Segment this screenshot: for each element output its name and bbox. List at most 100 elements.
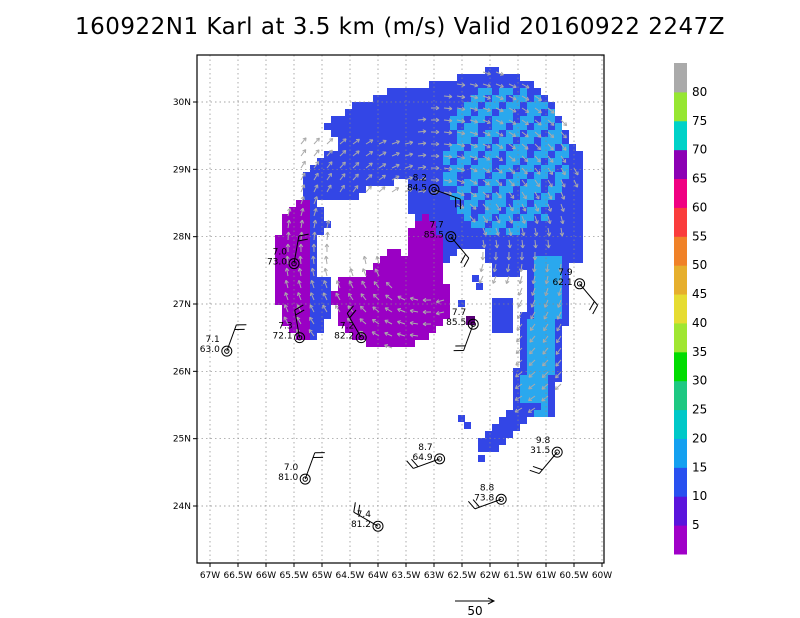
colorbar-swatch <box>674 120 687 151</box>
y-tick-label: 28N <box>173 233 191 243</box>
station-label-bottom: 85.5 <box>446 318 466 328</box>
x-tick-label: 66.5W <box>224 571 253 581</box>
station-label-top: 7.1 <box>205 335 219 345</box>
wind-barb-feather <box>298 233 309 237</box>
station-label-bottom: 82.2 <box>334 332 354 342</box>
wind-barb-feather <box>295 309 305 316</box>
station-label-bottom: 81.0 <box>278 473 298 483</box>
y-tick-label: 29N <box>173 165 191 175</box>
colorbar-label: 75 <box>692 114 707 128</box>
station-ring <box>467 318 479 330</box>
wind-barb-feather <box>346 305 354 314</box>
station-ring <box>221 345 233 357</box>
station-dot <box>498 496 504 502</box>
station-dot <box>576 281 583 287</box>
x-tick-label: 67W <box>200 571 220 581</box>
station-dot <box>554 449 560 455</box>
y-tick-label: 25N <box>173 435 191 445</box>
wind-barb-feather <box>529 469 540 475</box>
y-tick-label: 26N <box>173 367 191 377</box>
station-label-top: 7.0 <box>284 463 299 473</box>
station-ring <box>288 258 300 270</box>
observation-station: 8.764.9 <box>406 443 446 469</box>
wind-barb-feather <box>297 238 308 242</box>
wind-barb-feather <box>353 502 356 513</box>
station-label-top: 7.7 <box>452 308 466 318</box>
chart-title: 160922N1 Karl at 3.5 km (m/s) Valid 2016… <box>74 14 726 40</box>
station-label-bottom: 72.1 <box>273 332 293 342</box>
station-label-top: 8.2 <box>413 174 427 184</box>
x-tick-label: 66W <box>256 571 276 581</box>
x-tick-label: 64W <box>368 571 388 581</box>
observation-station: 7.081.0 <box>278 452 325 485</box>
station-ring <box>574 278 586 290</box>
station-ring <box>355 332 367 344</box>
reference-arrow-head <box>487 597 496 605</box>
wind-barb-feather <box>472 499 480 508</box>
colorbar-label: 70 <box>692 143 707 157</box>
station-dot <box>375 523 381 529</box>
x-tick-label: 62W <box>480 571 500 581</box>
wind-speed-field <box>275 67 583 462</box>
station-ring <box>445 231 457 243</box>
station-label-bottom: 63.0 <box>200 345 220 355</box>
station-label-top: 7.9 <box>558 268 573 278</box>
colorbar-swatch <box>674 438 687 468</box>
observation-station: 9.831.5 <box>529 436 563 475</box>
x-tick-label: 61W <box>536 571 556 581</box>
colorbar-label: 45 <box>692 287 707 301</box>
observation-station: 8.873.8 <box>467 483 507 510</box>
station-label-bottom: 31.5 <box>530 446 550 456</box>
station-ring <box>428 184 440 196</box>
colorbar-swatch <box>674 380 687 411</box>
station-dot <box>470 321 476 327</box>
colorbar-swatch <box>674 149 687 180</box>
colorbar-swatch <box>674 351 687 382</box>
station-ring <box>372 520 384 532</box>
station-label-top: 7.7 <box>429 221 443 231</box>
wind-barb-feather <box>467 500 476 510</box>
station-ring <box>299 473 311 485</box>
colorbar-swatch <box>674 178 687 208</box>
wind-barb-feather <box>460 254 467 264</box>
colorbar-swatch <box>674 63 687 93</box>
observation-station: 7.785.5 <box>424 221 470 268</box>
station-label-bottom: 62.1 <box>553 278 573 288</box>
station-label-top: 8.8 <box>480 483 495 493</box>
station-label-top: 8.7 <box>418 443 432 453</box>
wind-barb-feather <box>463 257 470 268</box>
colorbar-label: 65 <box>692 172 707 186</box>
wind-barb-feather <box>532 465 543 471</box>
colorbar-swatch <box>674 91 687 122</box>
wind-barb-staff <box>579 283 598 306</box>
station-label-top: 7.4 <box>357 510 372 520</box>
colorbar: 5 10 15 20 25 30 35 40 45 50 55 60 65 70 75 80 <box>674 63 707 555</box>
x-tick-label: 63W <box>424 571 444 581</box>
station-label-top: 7.3 <box>278 322 292 332</box>
x-tick-label: 61.5W <box>504 571 533 581</box>
colorbar-label: 50 <box>692 258 707 272</box>
wind-barb-feather <box>406 460 414 469</box>
colorbar-label: 25 <box>692 403 707 417</box>
colorbar-label: 10 <box>692 489 707 503</box>
station-dot <box>302 476 308 482</box>
observation-station: 7.282.2 <box>334 305 367 344</box>
station-label-bottom: 85.5 <box>424 231 444 241</box>
grid-lines <box>197 55 604 563</box>
observation-station: 7.785.5 <box>446 308 479 352</box>
colorbar-swatch <box>674 525 687 555</box>
observation-station: 7.962.1 <box>553 268 599 315</box>
colorbar-swatch <box>674 322 687 353</box>
colorbar-swatch <box>674 207 687 237</box>
station-ring <box>434 453 446 465</box>
reference-vector: 50 <box>455 597 496 618</box>
colorbar-label: 5 <box>692 518 700 532</box>
colorbar-label: 80 <box>692 85 707 99</box>
wind-barb-feather <box>592 305 599 315</box>
station-ring <box>551 446 563 458</box>
colorbar-swatch <box>674 496 687 526</box>
observation-station: 7.163.0 <box>200 324 247 357</box>
station-dot <box>358 334 364 341</box>
station-label-bottom: 64.9 <box>413 453 433 463</box>
y-tick-label: 24N <box>173 502 191 512</box>
